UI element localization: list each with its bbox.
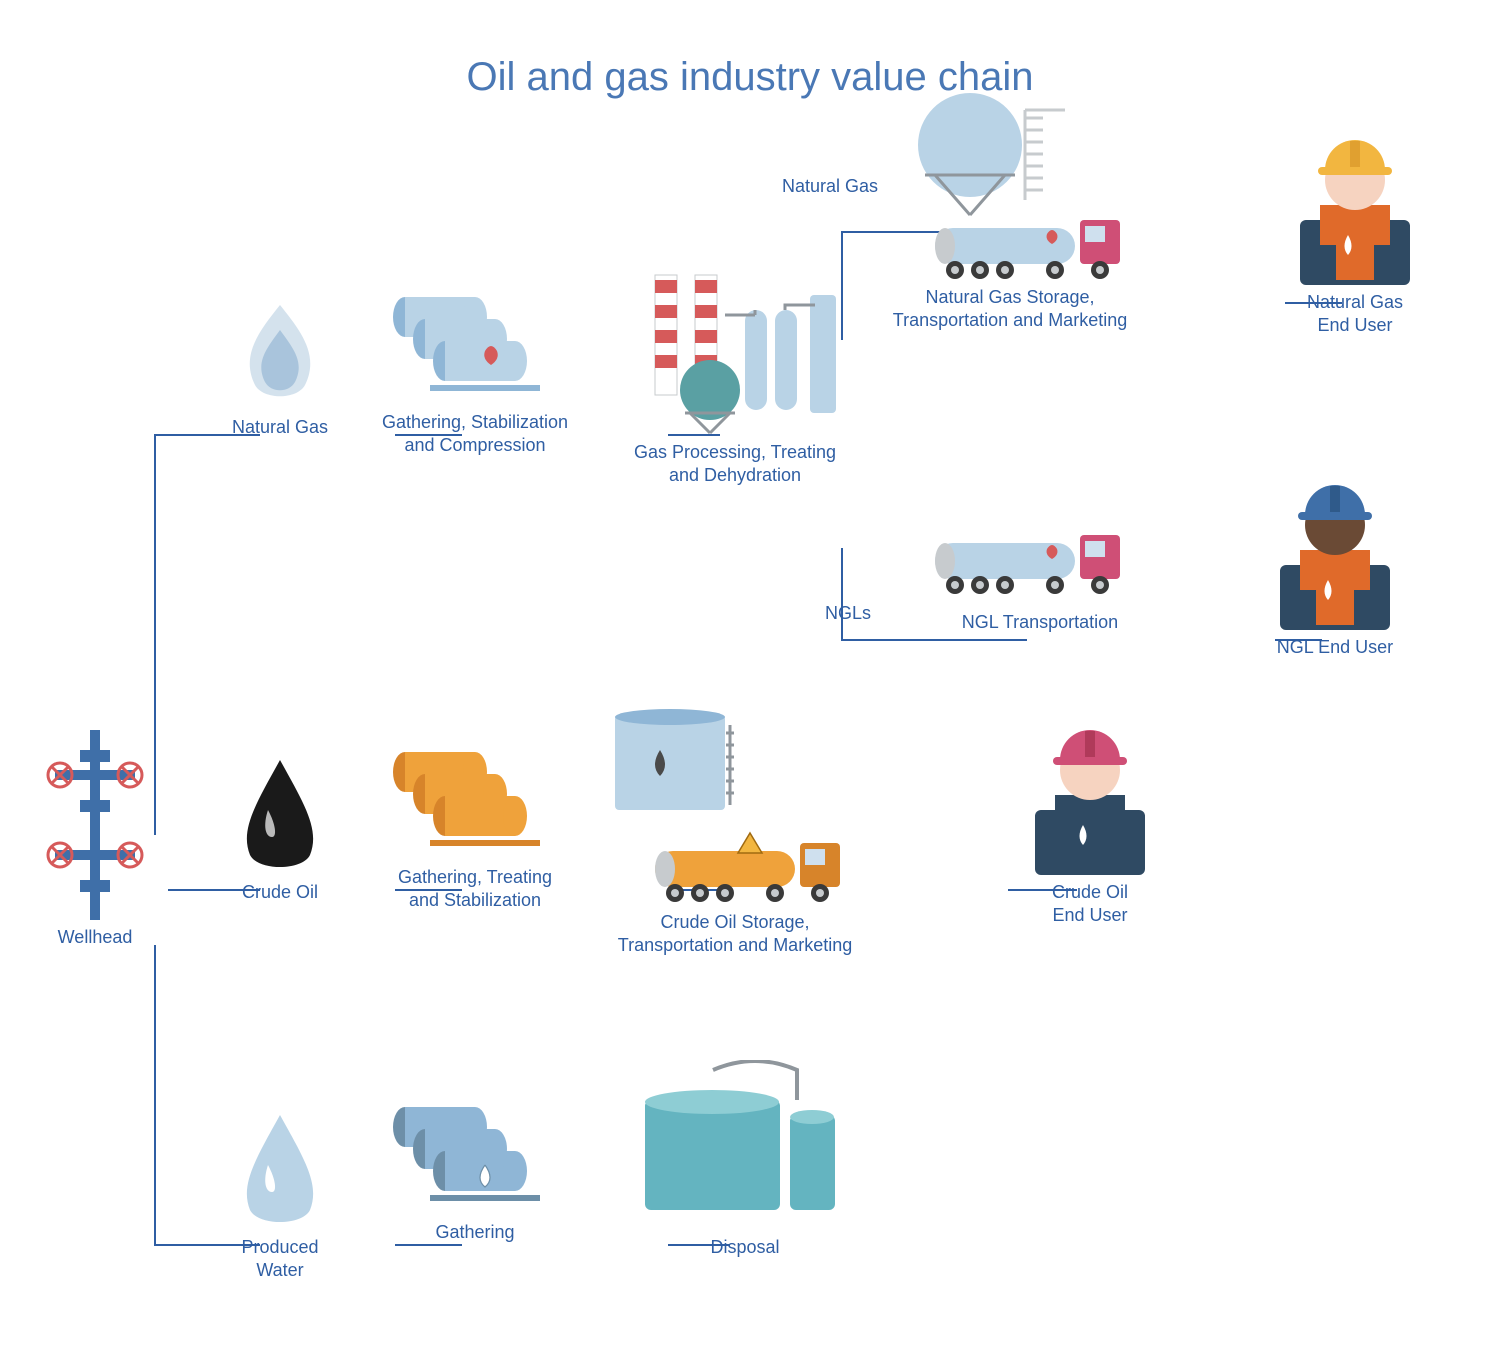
tanks-light-icon [390,295,560,405]
node-label: Wellhead [35,926,155,949]
node-natgas: Natural Gas [220,300,340,439]
node-label: Crude Oil [220,881,340,904]
node-label: Crude Oil End User [1005,881,1175,926]
node-oil-storage: Crude Oil Storage, Transportation and Ma… [595,705,875,956]
diagram-canvas: Oil and gas industry value chain Wellhea… [0,0,1500,1370]
node-label: Gathering, Treating and Stabilization [375,866,575,911]
node-label: NGL Transportation [920,611,1160,634]
node-label: Natural Gas [220,416,340,439]
node-label: Natural Gas End User [1270,291,1440,336]
node-oil-user: Crude Oil End User [1005,715,1175,926]
worker-blue-icon [1260,470,1410,630]
node-label: Disposal [630,1236,860,1259]
node-ngl-user: NGL End User [1250,470,1420,659]
node-ngls-br: NGLs [798,602,898,625]
node-disposal: Disposal [630,1060,860,1259]
truck-light-icon [925,505,1155,605]
node-label: Gas Processing, Treating and Dehydration [620,441,850,486]
worker-red-icon [1015,715,1165,875]
node-wellhead: Wellhead [35,730,155,949]
node-label: Gathering [375,1221,575,1244]
node-label: Natural Gas Storage, Transportation and … [870,286,1150,331]
gas-plant-icon [625,255,845,435]
node-label: Produced Water [220,1236,340,1281]
water-drop-icon [230,1110,330,1230]
oiltank-truck-icon [600,705,870,905]
sphere-truck-icon [875,80,1145,280]
node-ng-storage: Natural Gas Storage, Transportation and … [870,80,1150,331]
node-label: NGLs [798,602,898,625]
wellhead-icon [40,730,150,920]
oil-drop-icon [230,755,330,875]
node-gather-oil: Gathering, Treating and Stabilization [375,750,575,911]
node-gather-gas: Gathering, Stabilization and Compression [375,295,575,456]
node-water: Produced Water [220,1110,340,1281]
tanks-orange-icon [390,750,560,860]
node-label: Crude Oil Storage, Transportation and Ma… [595,911,875,956]
worker-orange-icon [1280,125,1430,285]
flame-light-icon [225,300,335,410]
node-ng-user: Natural Gas End User [1270,125,1440,336]
node-gasproc: Gas Processing, Treating and Dehydration [620,255,850,486]
disposal-icon [635,1060,855,1230]
node-crude: Crude Oil [220,755,340,904]
node-gather-water: Gathering [375,1105,575,1244]
node-label: Gathering, Stabilization and Compression [375,411,575,456]
tanks-blue-icon [390,1105,560,1215]
node-ngl-trans: NGL Transportation [920,505,1160,634]
node-label: NGL End User [1250,636,1420,659]
